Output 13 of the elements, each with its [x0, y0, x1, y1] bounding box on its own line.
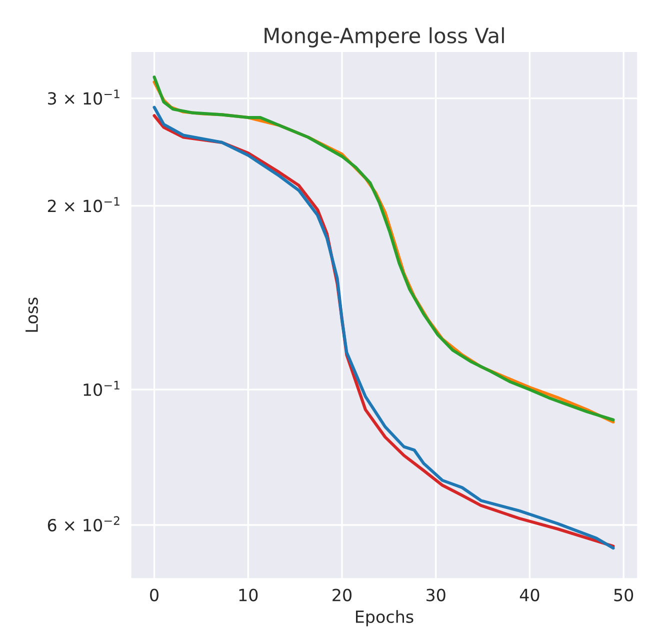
chart-title: Monge-Ampere loss Val [264, 27, 504, 48]
y-tick-label: 6 × 10$^{−2}$ [48, 516, 120, 532]
y-tick-label: 3 × 10$^{−1}$ [48, 90, 120, 105]
y-axis-title: Loss [26, 298, 38, 332]
x-tick-label: 10 [239, 588, 258, 602]
y-tick-label: 2 × 10$^{−1}$ [48, 197, 120, 212]
x-axis-title: Epochs [356, 610, 414, 626]
x-tick-label: 0 [150, 588, 158, 602]
y-tick-label: 10$^{−1}$ [84, 380, 120, 396]
x-tick-label: 20 [332, 588, 352, 602]
x-tick-label: 40 [520, 588, 540, 602]
x-tick-label: 50 [614, 588, 634, 602]
x-tick-label: 30 [426, 588, 446, 602]
